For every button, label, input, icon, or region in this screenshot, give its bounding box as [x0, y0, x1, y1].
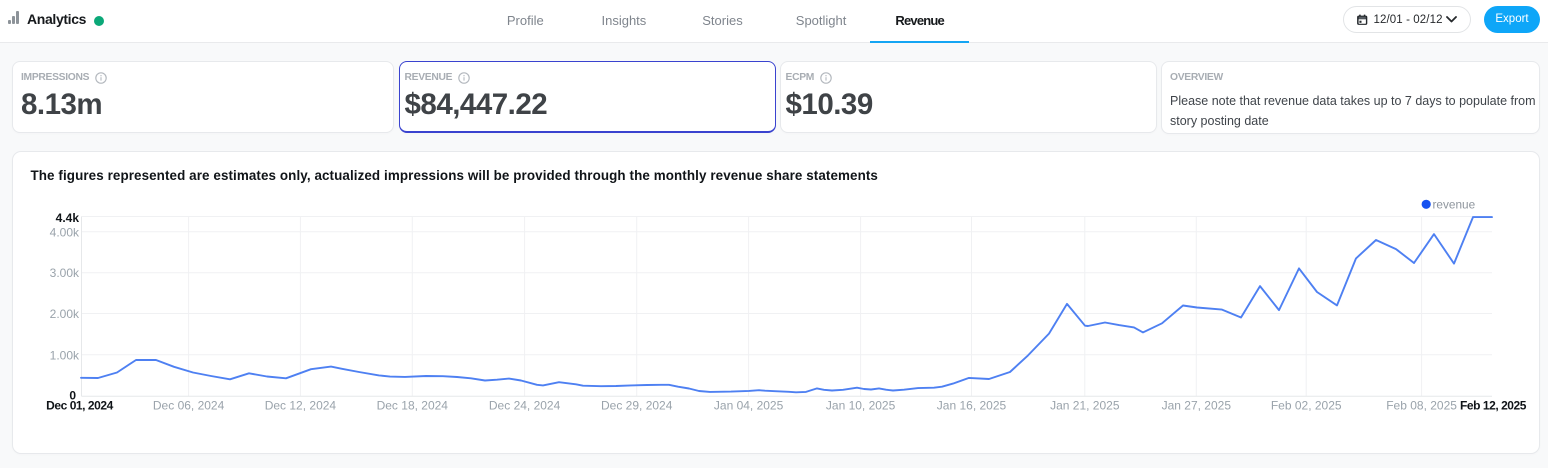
svg-text:0: 0: [69, 389, 76, 403]
svg-text:Feb 02, 2025: Feb 02, 2025: [1271, 399, 1342, 413]
svg-text:Jan 04, 2025: Jan 04, 2025: [714, 399, 784, 413]
svg-text:Feb 12, 2025: Feb 12, 2025: [1460, 399, 1527, 413]
svg-text:1.00k: 1.00k: [50, 348, 80, 362]
svg-text:Jan 10, 2025: Jan 10, 2025: [826, 399, 896, 413]
svg-text:Jan 27, 2025: Jan 27, 2025: [1162, 399, 1232, 413]
svg-text:Dec 18, 2024: Dec 18, 2024: [377, 399, 449, 413]
svg-text:Dec 12, 2024: Dec 12, 2024: [265, 399, 337, 413]
svg-text:2.00k: 2.00k: [50, 307, 80, 321]
svg-text:Dec 01, 2024: Dec 01, 2024: [46, 399, 113, 413]
svg-text:3.00k: 3.00k: [50, 266, 80, 280]
svg-text:Jan 16, 2025: Jan 16, 2025: [937, 399, 1007, 413]
svg-text:4.00k: 4.00k: [50, 225, 80, 239]
svg-text:Dec 29, 2024: Dec 29, 2024: [601, 399, 673, 413]
svg-text:revenue: revenue: [1433, 198, 1476, 212]
svg-text:Dec 06, 2024: Dec 06, 2024: [153, 399, 225, 413]
svg-text:Dec 24, 2024: Dec 24, 2024: [489, 399, 561, 413]
svg-text:4.4k: 4.4k: [56, 211, 80, 225]
svg-text:Feb 08, 2025: Feb 08, 2025: [1386, 399, 1457, 413]
svg-text:Jan 21, 2025: Jan 21, 2025: [1050, 399, 1120, 413]
